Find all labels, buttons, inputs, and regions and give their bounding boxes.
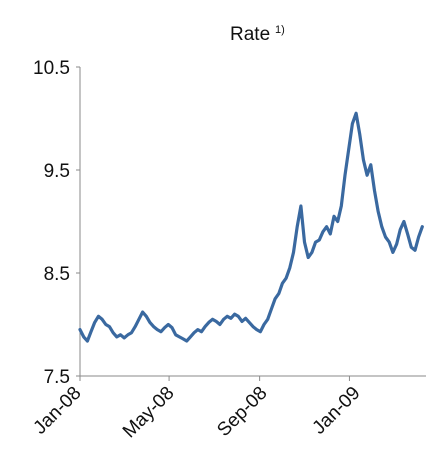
chart-title-superscript: 1) xyxy=(275,24,285,36)
y-tick-label: 10.5 xyxy=(33,58,70,79)
y-tick-labels: 10.5 9.5 8.5 7.5 xyxy=(33,58,70,388)
y-tick-marks xyxy=(76,66,80,377)
y-tick-label: 9.5 xyxy=(44,161,70,182)
rate-series-line xyxy=(78,111,424,343)
chart-title: Rate 1) xyxy=(230,24,285,45)
x-tick-label: Jan-09 xyxy=(309,383,365,439)
axes xyxy=(76,66,426,381)
y-tick-label: 7.5 xyxy=(44,367,70,388)
x-tick-labels: Jan-08 May-08 Sep-08 Jan-09 xyxy=(30,383,365,443)
chart-title-text: Rate xyxy=(230,24,270,45)
x-tick-marks xyxy=(79,376,350,381)
x-tick-label: May-08 xyxy=(119,383,179,443)
y-tick-label: 8.5 xyxy=(44,264,70,285)
x-tick-label: Sep-08 xyxy=(213,383,271,441)
x-tick-label: Jan-08 xyxy=(30,383,86,439)
